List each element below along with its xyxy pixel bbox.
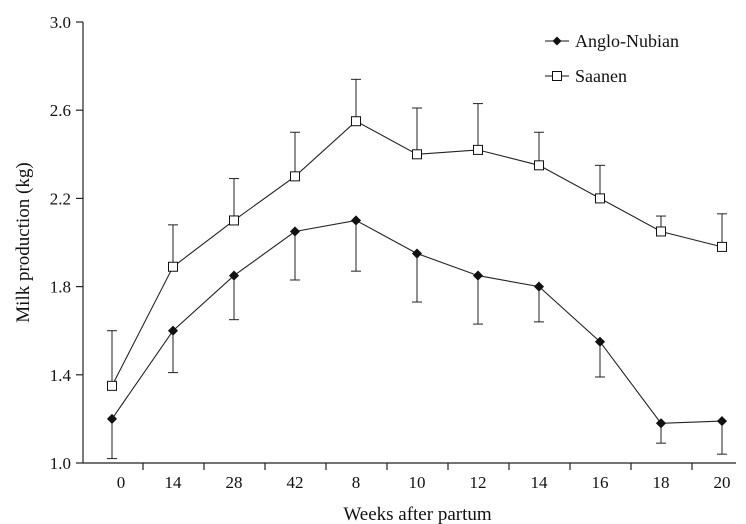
data-point: [411, 248, 423, 259]
data-point: [167, 325, 179, 336]
data-point: [533, 281, 545, 292]
y-tick-label: 1.4: [50, 366, 72, 385]
y-tick-label: 2.6: [50, 101, 71, 120]
x-tick-label: 0: [117, 473, 126, 492]
x-tick-label: 20: [714, 473, 731, 492]
legend-marker: [552, 71, 562, 81]
x-tick-label: 42: [287, 473, 304, 492]
y-tick-label: 1.8: [50, 278, 71, 297]
data-point: [716, 416, 728, 427]
y-tick-label: 3.0: [50, 13, 71, 32]
series-anglo-nubian: [106, 215, 728, 460]
x-tick-label: 28: [226, 473, 243, 492]
legend-label: Saanen: [575, 66, 627, 86]
data-point: [168, 261, 178, 272]
data-point: [289, 226, 301, 237]
x-tick-label: 16: [592, 473, 609, 492]
data-point: [228, 270, 240, 281]
data-point: [473, 144, 483, 155]
x-tick-label: 10: [409, 473, 426, 492]
data-point: [290, 171, 300, 182]
data-point: [655, 418, 667, 429]
x-tick-label: 12: [470, 473, 487, 492]
legend: Anglo-Nubian Saanen: [545, 31, 679, 86]
data-point: [534, 160, 544, 171]
x-tick-label: 14: [165, 473, 183, 492]
x-axis-title: Weeks after partum: [343, 504, 492, 524]
data-point: [656, 226, 666, 237]
series-saanen: [107, 78, 727, 391]
y-tick-label: 2.2: [50, 189, 71, 208]
data-point: [595, 193, 605, 204]
data-point: [594, 336, 606, 347]
data-point: [717, 241, 727, 252]
data-point: [472, 270, 484, 281]
legend-label: Anglo-Nubian: [575, 31, 679, 51]
data-point: [350, 215, 362, 226]
axes: 1.0 1.4 1.8 2.2 2.6 3.0 0 14 28 42 8 10 12 14 16 18 20: [50, 13, 736, 492]
x-tick-label: 18: [653, 473, 670, 492]
series-layer: [106, 78, 728, 460]
x-tick-label: 14: [531, 473, 549, 492]
data-point: [229, 215, 239, 226]
data-point: [106, 413, 118, 424]
data-point: [107, 380, 117, 391]
data-point: [351, 116, 361, 127]
legend-marker: [552, 36, 562, 46]
y-tick-label: 1.0: [50, 454, 71, 473]
data-point: [412, 149, 422, 160]
y-axis-title: Milk production (kg): [13, 162, 34, 322]
x-tick-label: 8: [352, 473, 361, 492]
